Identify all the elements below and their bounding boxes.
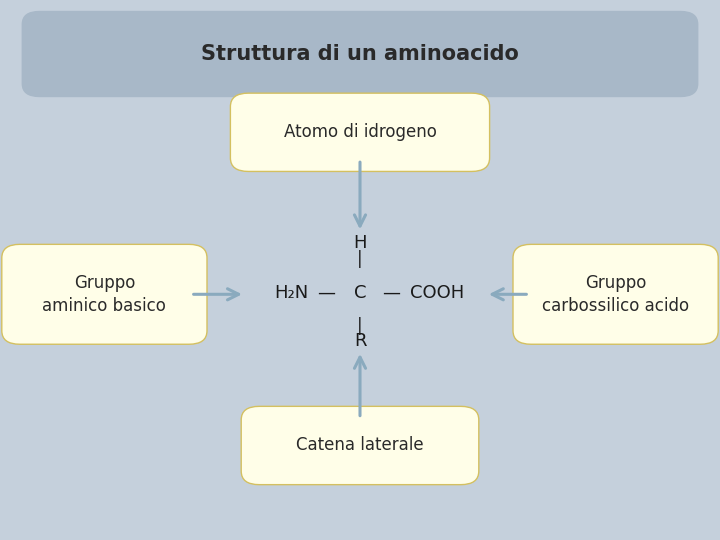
Text: Gruppo
aminico basico: Gruppo aminico basico [42, 273, 166, 315]
Text: C: C [354, 284, 366, 302]
Text: Catena laterale: Catena laterale [296, 436, 424, 455]
Text: R: R [354, 332, 366, 350]
Text: H: H [354, 234, 366, 252]
FancyBboxPatch shape [230, 93, 490, 172]
Text: COOH: COOH [410, 284, 464, 302]
Text: Struttura di un aminoacido: Struttura di un aminoacido [201, 44, 519, 64]
Text: H₂N: H₂N [274, 284, 309, 302]
FancyBboxPatch shape [22, 11, 698, 97]
Text: —: — [318, 284, 336, 302]
Text: |: | [357, 316, 363, 335]
FancyBboxPatch shape [241, 406, 479, 485]
FancyBboxPatch shape [1, 244, 207, 345]
Text: Gruppo
carbossilico acido: Gruppo carbossilico acido [542, 273, 689, 315]
Text: Atomo di idrogeno: Atomo di idrogeno [284, 123, 436, 141]
FancyBboxPatch shape [513, 244, 719, 345]
Text: —: — [382, 284, 400, 302]
Text: |: | [357, 250, 363, 268]
